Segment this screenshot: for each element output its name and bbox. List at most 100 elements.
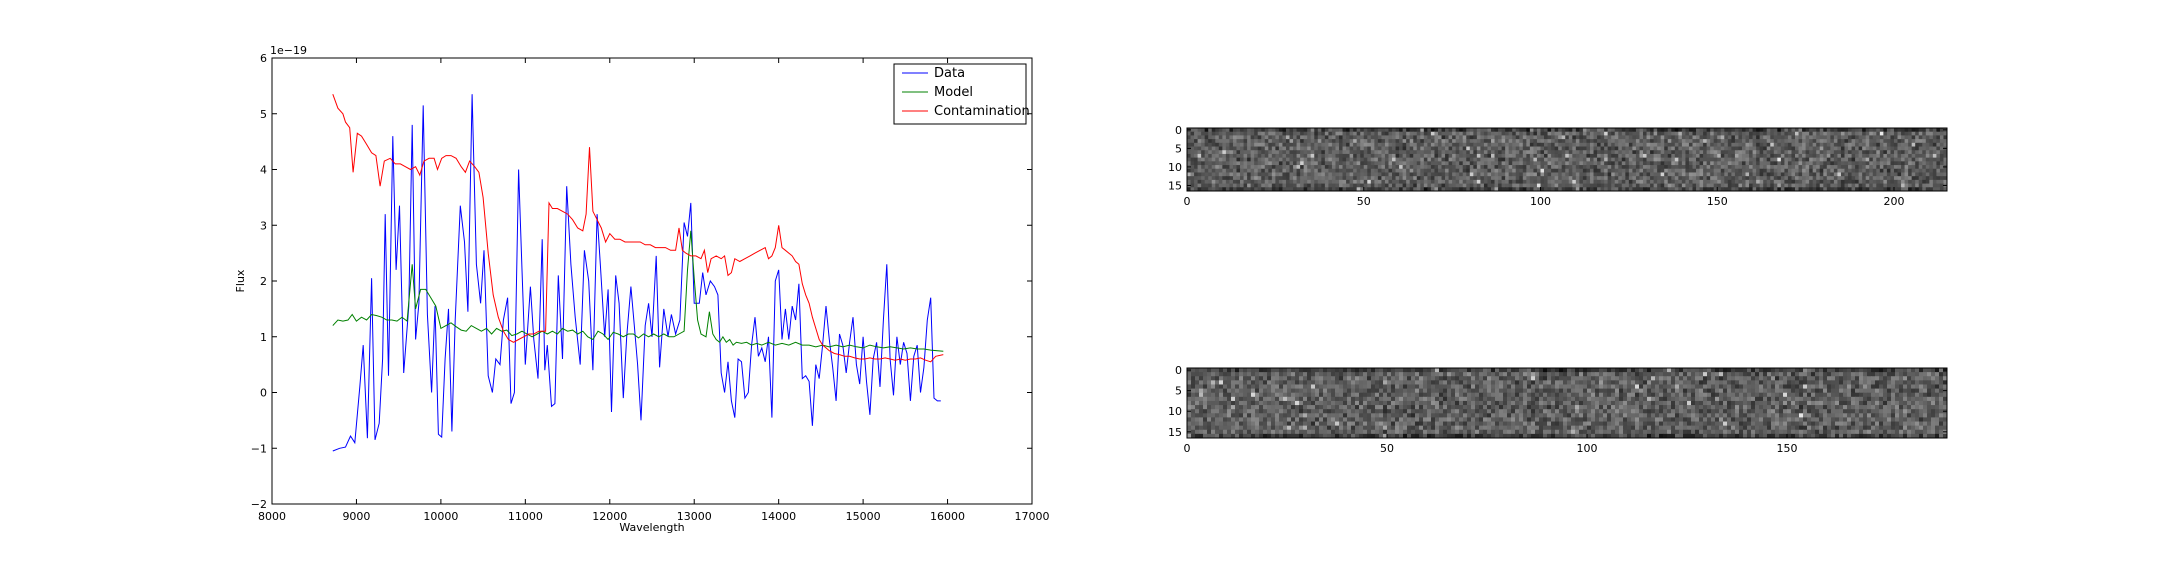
image-pixel: [1439, 376, 1444, 381]
image-pixel: [1851, 368, 1856, 373]
image-pixel: [1699, 128, 1704, 133]
image-pixel: [1835, 384, 1840, 390]
image-pixel: [1211, 176, 1216, 181]
image-pixel: [1264, 153, 1269, 159]
image-pixel: [1837, 168, 1842, 174]
image-pixel: [1267, 388, 1272, 394]
image-pixel: [1399, 376, 1404, 381]
image-pixel: [1759, 172, 1764, 177]
image-pixel: [1555, 372, 1560, 377]
image-pixel: [1377, 168, 1383, 174]
image-pixel: [1692, 142, 1697, 148]
image-pixel: [1469, 165, 1474, 170]
image-pixel: [1285, 168, 1291, 174]
image-pixel: [1830, 142, 1835, 148]
image-pixel: [1925, 128, 1930, 133]
image-pixel: [1618, 157, 1623, 162]
image-pixel: [1911, 146, 1916, 151]
image-pixel: [1431, 372, 1436, 377]
image-pixel: [1536, 176, 1542, 181]
image-pixel: [1264, 172, 1269, 177]
image-pixel: [1918, 172, 1923, 177]
image-pixel: [1406, 187, 1411, 191]
image-pixel: [1191, 380, 1196, 386]
image-pixel: [1395, 131, 1400, 137]
image-pixel: [1795, 142, 1800, 148]
image-pixel: [1250, 165, 1255, 170]
image-pixel: [1805, 179, 1810, 185]
image-pixel: [1435, 376, 1440, 381]
image-pixel: [1752, 150, 1757, 155]
image-pixel: [1469, 153, 1474, 159]
image-pixel: [1271, 168, 1276, 174]
image-pixel: [1791, 128, 1796, 133]
image-pixel: [1932, 172, 1937, 177]
image-pixel: [1703, 168, 1708, 174]
image-pixel: [1190, 150, 1195, 155]
image-pixel: [1851, 179, 1856, 185]
image-pixel: [1235, 372, 1240, 377]
image-pixel: [1724, 187, 1729, 191]
image-pixel: [1816, 131, 1821, 137]
image-pixel: [1498, 183, 1503, 188]
image-pixel: [1289, 172, 1294, 177]
image-pixel: [1392, 161, 1397, 166]
image-pixel: [1939, 146, 1945, 151]
image-pixel: [1603, 380, 1608, 386]
image-pixel: [1469, 183, 1474, 188]
image-pixel: [1370, 179, 1375, 185]
image-pixel: [1201, 165, 1206, 170]
image-pixel: [1445, 135, 1450, 140]
image-pixel: [1227, 392, 1232, 398]
image-pixel: [1402, 176, 1407, 181]
image-pixel: [1713, 187, 1718, 191]
image-pixel: [1547, 176, 1552, 181]
image-pixel: [1533, 153, 1538, 159]
image-pixel: [1259, 384, 1264, 390]
image-pixel: [1455, 153, 1460, 159]
image-pixel: [1879, 128, 1884, 133]
image-pixel: [1886, 157, 1892, 162]
image-pixel: [1586, 128, 1591, 133]
image-pixel: [1551, 372, 1556, 377]
image-pixel: [1681, 172, 1687, 177]
image-y-tick-label: 15: [1168, 179, 1182, 192]
image-pixel: [1363, 388, 1368, 394]
image-pixel: [1232, 161, 1238, 166]
image-pixel: [1862, 176, 1867, 181]
image-pixel: [1522, 131, 1527, 137]
image-pixel: [1826, 139, 1831, 144]
image-pixel: [1434, 153, 1439, 159]
image-pixel: [1635, 368, 1640, 373]
image-pixel: [1229, 142, 1234, 148]
image-pixel: [1437, 187, 1443, 191]
image-pixel: [1936, 139, 1941, 144]
image-pixel: [1869, 139, 1874, 144]
image-pixel: [1232, 139, 1238, 144]
image-pixel: [1759, 161, 1764, 166]
image-pixel: [1229, 187, 1234, 191]
image-pixel: [1582, 183, 1588, 188]
image-pixel: [1522, 157, 1527, 162]
image-pixel: [1377, 146, 1383, 151]
image-pixel: [1317, 150, 1322, 155]
image-pixel: [1251, 392, 1256, 398]
image-pixel: [1657, 135, 1662, 140]
image-pixel: [1232, 142, 1238, 148]
image-pixel: [1745, 146, 1750, 151]
image-pixel: [1759, 131, 1764, 137]
image-pixel: [1395, 161, 1400, 166]
image-pixel: [1759, 183, 1764, 188]
image-pixel: [1795, 150, 1800, 155]
image-pixel: [1618, 179, 1623, 185]
image-pixel: [1271, 146, 1276, 151]
image-pixel: [1328, 161, 1333, 166]
image-pixel: [1561, 153, 1566, 159]
image-pixel: [1936, 187, 1941, 191]
image-pixel: [1747, 388, 1752, 394]
image-pixel: [1328, 168, 1333, 174]
image-pixel: [1377, 153, 1383, 159]
image-pixel: [1191, 368, 1196, 373]
image-pixel: [1307, 183, 1312, 188]
